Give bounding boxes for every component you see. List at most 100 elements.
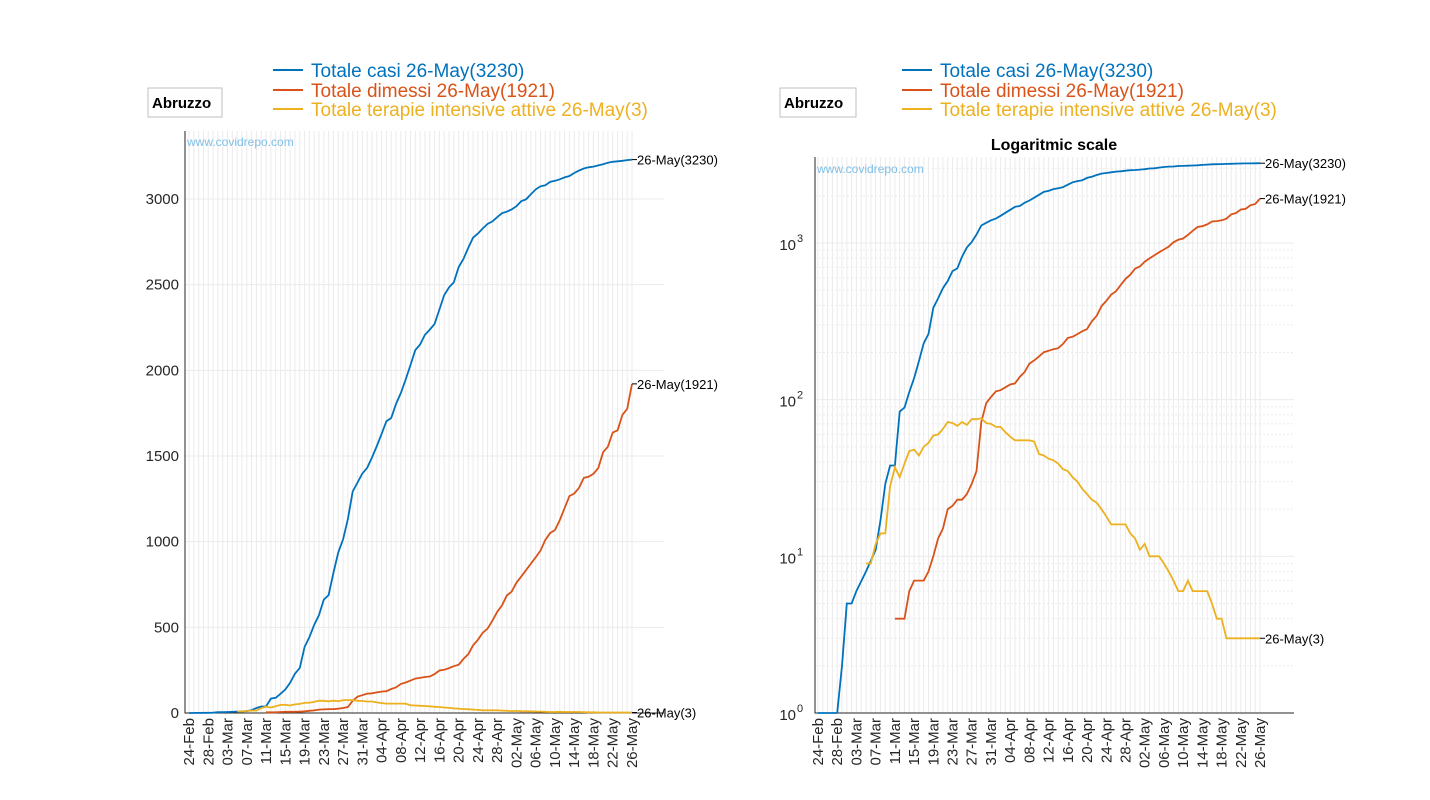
x-tick-label: 20-Apr (451, 718, 468, 763)
x-tick-label: 24-Apr (470, 718, 487, 763)
series-lines (188, 158, 633, 714)
x-tick-label: 02-May (508, 718, 525, 769)
x-tick-label: 07-Mar (239, 718, 256, 766)
x-tick-label: 06-May (1156, 718, 1173, 769)
legend-label-terapie: Totale terapie intensive attive 26-May(3… (311, 100, 648, 121)
x-tick-label: 24-Feb (181, 718, 198, 766)
x-tick-label: 11-Mar (258, 718, 275, 764)
region-label-box: Abruzzo (779, 87, 857, 118)
region-label: Abruzzo (784, 95, 843, 112)
x-tick-label: 06-May (528, 718, 545, 769)
region-label-box: Abruzzo (147, 87, 223, 118)
end-labels: 26-May(3230) 26-May(1921) 26-May(3) (1260, 156, 1346, 646)
end-label-casi: 26-May(3230) (637, 153, 718, 168)
x-tick-label: 04-Apr (374, 718, 391, 763)
x-tick-label: 26-May (1252, 718, 1269, 769)
x-tick-label: 08-Apr (1021, 718, 1038, 763)
x-tick-label: 03-Mar (848, 718, 865, 766)
y-tick-label: 3000 (146, 191, 179, 208)
x-tick-label: 07-Mar (868, 718, 885, 766)
x-tick-label: 22-May (1233, 718, 1250, 769)
grid (185, 131, 664, 714)
chart-title: Logaritmic scale (991, 137, 1117, 154)
y-tick-exponent: 0 (797, 703, 803, 715)
x-tick-label: 16-Apr (1060, 718, 1077, 763)
x-tick-label: 28-Feb (200, 718, 217, 766)
linear-chart-panel: Totale casi 26-May(3230) Totale dimessi … (146, 61, 718, 768)
x-tick-label: 10-May (1175, 718, 1192, 769)
x-tick-label: 11-Mar (887, 718, 904, 764)
y-tick-exponent: 1 (797, 546, 803, 558)
y-tick-label: 10 (779, 550, 796, 567)
x-tick-label: 12-Apr (412, 718, 429, 763)
y-tick-exponent: 3 (797, 233, 803, 245)
region-label: Abruzzo (152, 95, 211, 112)
y-tick-exponent: 2 (797, 390, 803, 402)
series-line-dimessi (266, 383, 633, 714)
x-tick-label: 22-May (605, 718, 622, 769)
log-chart-panel: Totale casi 26-May(3230) Totale dimessi … (779, 61, 1346, 768)
series-line-terapie (866, 417, 1260, 640)
y-tick-label: 0 (171, 705, 179, 722)
x-tick-label: 12-Apr (1041, 718, 1058, 763)
x-tick-label: 19-Mar (297, 718, 314, 766)
end-label-dimessi: 26-May(1921) (637, 377, 718, 392)
x-tick-label: 19-Mar (925, 718, 942, 766)
x-axis-ticks: 24-Feb 28-Feb 03-Mar 07-Mar 11-Mar 15-Mar 19-M… (810, 718, 1269, 769)
x-tick-label: 24-Apr (1098, 718, 1115, 763)
x-tick-label: 23-Mar (316, 718, 333, 766)
y-tick-label: 1500 (146, 448, 179, 465)
x-tick-label: 31-Mar (354, 718, 371, 766)
x-tick-label: 18-May (1214, 718, 1231, 769)
y-tick-label: 2500 (146, 277, 179, 294)
watermark: www.covidrepo.com (816, 162, 924, 176)
legend-label-casi: Totale casi 26-May(3230) (311, 61, 524, 82)
x-tick-label: 27-Mar (335, 718, 352, 766)
x-tick-label: 23-Mar (945, 718, 962, 766)
series-line-dimessi (894, 198, 1261, 620)
y-tick-label: 1000 (146, 534, 179, 551)
x-tick-label: 15-Mar (906, 718, 923, 766)
legend-label-casi: Totale casi 26-May(3230) (940, 61, 1153, 82)
end-labels: 26-May(3230) 26-May(1921) 26-May(3) (632, 153, 718, 720)
x-tick-label: 28-Apr (489, 718, 506, 763)
x-axis-ticks: 24-Feb 28-Feb 03-Mar 07-Mar 11-Mar 15-Mar 19-M… (181, 718, 641, 769)
series-line-casi (188, 158, 633, 714)
y-tick-label: 10 (779, 394, 796, 411)
end-label-casi: 26-May(3230) (1265, 156, 1346, 171)
legend: Totale casi 26-May(3230) Totale dimessi … (902, 61, 1277, 121)
x-tick-label: 15-Mar (277, 718, 294, 766)
end-label-terapie: 26-May(3) (1265, 631, 1324, 646)
grid (815, 157, 1294, 714)
x-tick-label: 28-Feb (829, 718, 846, 766)
x-tick-label: 20-Apr (1079, 718, 1096, 763)
legend-label-terapie: Totale terapie intensive attive 26-May(3… (940, 100, 1277, 121)
legend-label-dimessi: Totale dimessi 26-May(1921) (311, 81, 555, 102)
legend-label-dimessi: Totale dimessi 26-May(1921) (940, 81, 1184, 102)
end-label-dimessi: 26-May(1921) (1265, 192, 1346, 207)
x-tick-label: 14-May (566, 718, 583, 769)
legend: Totale casi 26-May(3230) Totale dimessi … (273, 61, 648, 121)
y-tick-label: 500 (154, 619, 179, 636)
x-tick-label: 08-Apr (393, 718, 410, 763)
x-tick-label: 27-Mar (964, 718, 981, 766)
axes (814, 157, 1294, 714)
x-tick-label: 10-May (547, 718, 564, 769)
x-tick-label: 31-Mar (983, 718, 1000, 766)
x-tick-label: 14-May (1194, 718, 1211, 769)
y-tick-label: 10 (779, 237, 796, 254)
x-tick-label: 26-May (624, 718, 641, 769)
x-tick-label: 24-Feb (810, 718, 827, 766)
series-lines (818, 162, 1261, 714)
y-tick-label: 10 (779, 707, 796, 724)
series-line-terapie (237, 699, 632, 714)
axes (184, 131, 664, 714)
x-tick-label: 03-Mar (220, 718, 237, 766)
x-tick-label: 18-May (585, 718, 602, 769)
y-axis-ticks: 0 500 1000 1500 2000 2500 3000 (146, 191, 179, 722)
series-line-casi (836, 162, 1261, 714)
end-label-terapie: 26-May(3) (637, 705, 696, 720)
x-tick-label: 02-May (1137, 718, 1154, 769)
